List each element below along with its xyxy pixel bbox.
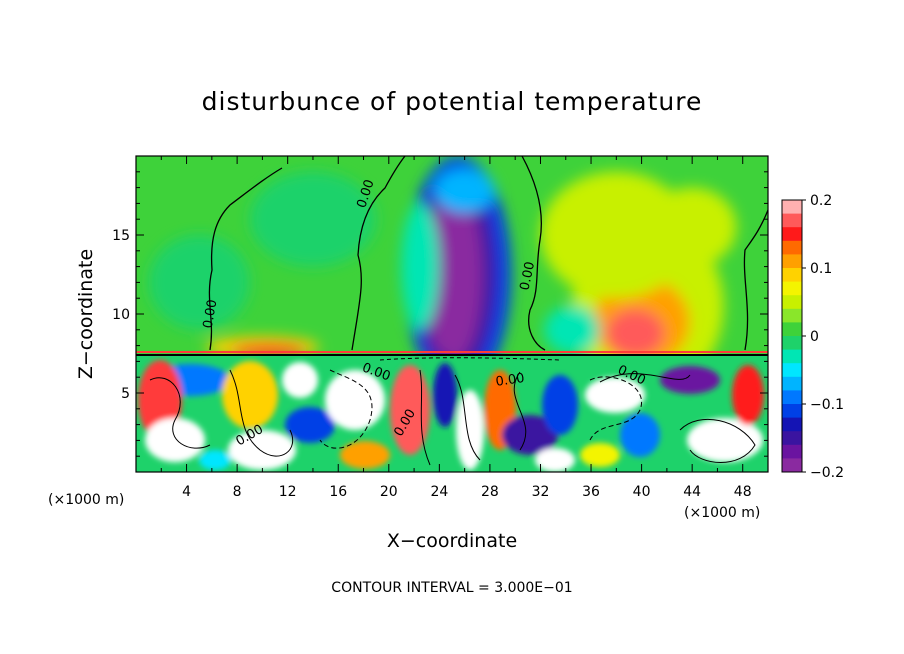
turbulent-layer — [136, 355, 768, 472]
plot-area: 0.000.000.000.00 0.00 0.000.00 0.00 4 8 12 16 2… — [112, 155, 769, 500]
field-region-3 — [430, 302, 474, 357]
x-unit-left: (×1000 m) — [48, 492, 124, 508]
colorbar-swatch — [782, 336, 802, 351]
x-tick-label: 40 — [633, 484, 651, 500]
x-unit-right: (×1000 m) — [684, 505, 760, 521]
field-region-9 — [540, 171, 693, 299]
field-region-10 — [647, 187, 737, 267]
colorbar-swatch — [782, 200, 802, 215]
colorbar-swatch — [782, 390, 802, 405]
x-tick-label: 36 — [582, 484, 600, 500]
field-region-8 — [606, 309, 665, 357]
contour-label-4: 0.00 — [495, 371, 526, 390]
x-tick-label: 32 — [532, 484, 550, 500]
colorbar-tick-label: 0.2 — [810, 193, 832, 209]
field-region-12 — [230, 344, 307, 357]
colorbar-swatch — [782, 322, 802, 337]
colorbar-tick-label: −0.1 — [810, 397, 844, 413]
colorbar-tick-label: 0 — [810, 329, 819, 345]
y-axis-label: Z−coordinate — [75, 249, 97, 379]
field-region-4 — [434, 168, 495, 213]
colorbar-swatch — [782, 444, 802, 459]
zero-contours — [208, 156, 768, 351]
x-tick-label: 16 — [329, 484, 347, 500]
x-axis-label: X−coordinate — [387, 530, 517, 552]
colorbar-swatch — [782, 363, 802, 378]
colorbar-swatch — [782, 308, 802, 323]
colorbar-swatch — [782, 268, 802, 283]
colorbar-swatch — [782, 404, 802, 419]
x-tick-label: 4 — [182, 484, 191, 500]
x-tick-label: 28 — [481, 484, 499, 500]
colorbar-swatch — [782, 349, 802, 364]
colorbar-swatch — [782, 376, 802, 391]
x-tick-label: 44 — [683, 484, 701, 500]
colorbar-swatch — [782, 458, 802, 473]
y-tick-label: 5 — [121, 386, 130, 402]
field-region-15 — [544, 306, 600, 354]
colorbar-swatch — [782, 281, 802, 296]
x-tick-label: 12 — [279, 484, 297, 500]
colorbar-swatch — [782, 240, 802, 255]
contour-label-2: 0.00 — [517, 260, 538, 291]
x-axis-ticks: 4 8 12 16 20 24 28 32 36 40 44 48 — [160, 156, 752, 500]
colorbar-swatch — [782, 254, 802, 269]
colorbar-swatch — [782, 295, 802, 310]
contour-label-0: 0.00 — [201, 298, 221, 329]
colorbar-tick-label: −0.2 — [810, 465, 844, 481]
y-tick-label: 15 — [112, 228, 130, 244]
x-tick-label: 20 — [380, 484, 398, 500]
chart-title: disturbunce of potential temperature — [202, 87, 703, 116]
colorbar-tick-label: 0.1 — [810, 261, 832, 277]
colorbar-swatch — [782, 417, 802, 432]
x-tick-label: 24 — [430, 484, 448, 500]
contour-interval-note: CONTOUR INTERVAL = 3.000E−01 — [331, 580, 572, 596]
colorbar: 0.2 0.1 0 −0.1 −0.2 — [781, 193, 844, 481]
field-region-14 — [249, 171, 377, 267]
colorbar-swatch — [782, 213, 802, 228]
colorbar-swatch — [782, 227, 802, 242]
y-tick-label: 10 — [112, 307, 130, 323]
x-tick-label: 8 — [233, 484, 242, 500]
y-axis-ticks: 5 10 15 — [112, 171, 768, 457]
x-tick-label: 48 — [734, 484, 752, 500]
field-region-5 — [401, 203, 440, 330]
colorbar-swatch — [782, 431, 802, 446]
field-region-13 — [148, 235, 250, 330]
